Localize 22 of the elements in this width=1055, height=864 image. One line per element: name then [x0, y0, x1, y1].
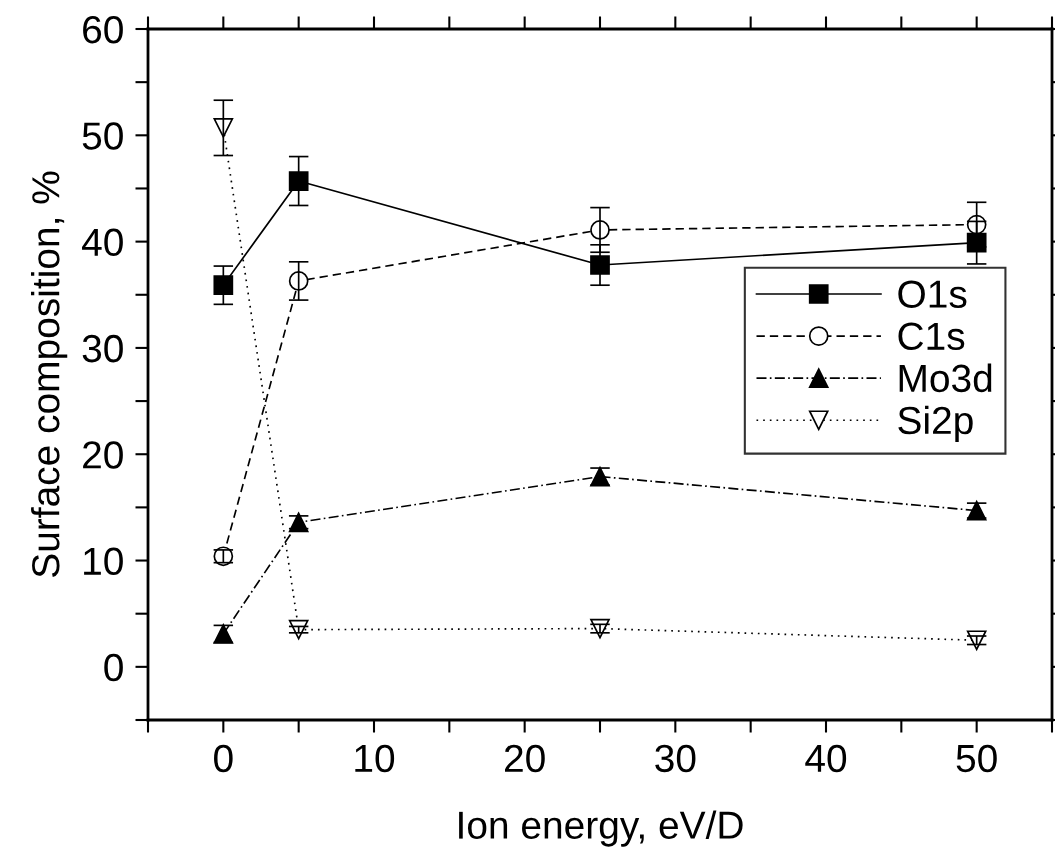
legend-label: O1s [898, 280, 967, 308]
x-axis-title: Ion energy, eV/D [459, 810, 743, 847]
y-tick-label: 50 [82, 122, 123, 150]
point [213, 275, 234, 296]
x-tick-label: 30 [655, 744, 696, 773]
legend-label: Si2p [898, 405, 973, 442]
y-axis-title: Surface composition, % [31, 171, 68, 577]
point [288, 171, 309, 191]
legend-label: Mo3d [899, 363, 992, 393]
y-tick-label: 0 [104, 653, 123, 682]
x-tick-label: 40 [805, 744, 847, 773]
y-tick-label: 10 [84, 547, 123, 576]
x-tick-label: 50 [956, 744, 997, 773]
x-tick-label: 20 [505, 744, 545, 773]
x-tick-label: 10 [355, 744, 395, 773]
y-tick-label: 40 [82, 228, 123, 257]
y-tick-label: 20 [83, 441, 123, 469]
y-tick-label: 30 [82, 334, 123, 363]
y-tick-label: 60 [83, 15, 123, 44]
point [590, 255, 610, 275]
legend-label: C1s [898, 322, 965, 351]
x-tick-label: 0 [214, 744, 233, 773]
